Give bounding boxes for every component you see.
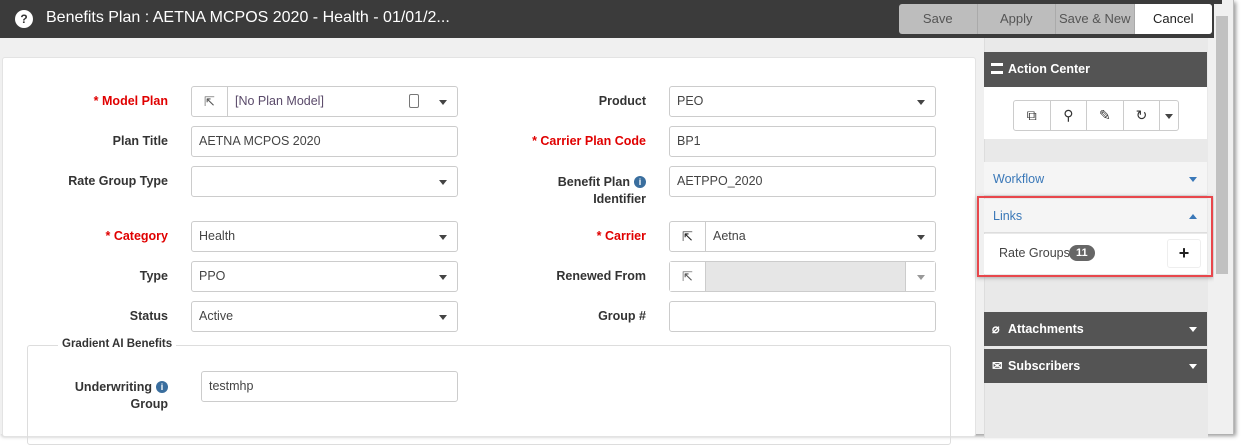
highlight-box	[977, 196, 1213, 277]
value: Aetna	[713, 229, 746, 243]
refresh-link-icon[interactable]: ⇱	[192, 87, 228, 116]
chevron-down-icon[interactable]	[917, 275, 925, 280]
carrier-label: * Carrier	[486, 229, 646, 243]
label-text: Category	[113, 229, 168, 243]
group-number-input[interactable]	[669, 301, 936, 332]
window-title: Benefits Plan : AETNA MCPOS 2020 - Healt…	[46, 9, 450, 26]
links-label: Links	[993, 209, 1023, 223]
save-new-button[interactable]: Save & New	[1056, 4, 1135, 34]
subscribers-section[interactable]: ✉ Subscribers	[984, 349, 1207, 383]
carrier-plan-code-label: * Carrier Plan Code	[486, 134, 646, 148]
more-dropdown[interactable]	[1160, 101, 1178, 130]
category-select[interactable]: Health	[191, 221, 458, 252]
model-plan-select[interactable]: ⇱ [No Plan Model]	[191, 86, 458, 117]
chevron-down-icon[interactable]	[1189, 177, 1197, 182]
carrier-plan-code-input[interactable]: BP1	[669, 126, 936, 157]
envelope-icon: ✉	[992, 359, 1003, 373]
required-marker: *	[105, 229, 114, 243]
underwriting-group-input[interactable]: testmhp	[201, 371, 458, 402]
server-icon	[991, 63, 1003, 74]
renewed-from-label: Renewed From	[556, 269, 646, 283]
plan-title-label: Plan Title	[112, 134, 168, 148]
chevron-up-icon[interactable]	[1189, 214, 1197, 219]
external-link-icon[interactable]: ⧉	[1014, 101, 1051, 130]
label-text: Carrier	[605, 229, 646, 243]
chevron-down-icon[interactable]	[1189, 327, 1197, 332]
product-label: Product	[598, 94, 646, 108]
rate-groups-link[interactable]: Rate Groups 11 +	[984, 234, 1207, 274]
status-select[interactable]: Active	[191, 301, 458, 332]
action-center-title: Action Center	[1008, 62, 1090, 76]
type-label: Type	[139, 269, 168, 283]
subscribers-label: Subscribers	[1008, 359, 1081, 373]
attachments-section[interactable]: ⌀ Attachments	[984, 312, 1207, 346]
plan-title-input[interactable]: AETNA MCPOS 2020	[191, 126, 458, 157]
value: PEO	[677, 94, 704, 108]
label-line1: Underwriting	[74, 380, 152, 394]
info-icon[interactable]: i	[634, 176, 646, 188]
value: PPO	[199, 269, 226, 283]
paperclip-icon: ⌀	[992, 322, 1000, 336]
label-text: Carrier Plan Code	[540, 134, 646, 148]
refresh-link-icon[interactable]: ⇱	[670, 262, 706, 291]
document-icon[interactable]	[409, 94, 419, 108]
workflow-label: Workflow	[993, 172, 1045, 186]
save-button[interactable]: Save	[899, 4, 978, 34]
model-plan-value: [No Plan Model]	[235, 94, 324, 108]
label-line2: Identifier	[593, 192, 646, 206]
help-icon[interactable]: ?	[15, 10, 33, 28]
required-marker: *	[596, 229, 605, 243]
chevron-down-icon[interactable]	[439, 100, 447, 105]
action-buttons: Save Apply Save & New Cancel	[899, 4, 1212, 34]
type-select[interactable]: PPO	[191, 261, 458, 292]
label-line1: Benefit Plan	[557, 175, 630, 189]
carrier-select[interactable]: ⇱ Aetna	[669, 221, 936, 252]
scrollbar-thumb[interactable]	[1216, 16, 1228, 274]
group-number-label: Group #	[598, 309, 646, 323]
rate-groups-label[interactable]: Rate Groups	[999, 246, 1070, 260]
value: Health	[199, 229, 236, 243]
required-marker: *	[93, 94, 103, 108]
refresh-icon[interactable]: ↻	[1124, 101, 1161, 130]
action-center-header: Action Center	[984, 52, 1207, 87]
chevron-down-icon[interactable]	[439, 275, 447, 280]
benefit-plan-identifier-input[interactable]: AETPPO_2020	[669, 166, 936, 197]
chevron-down-icon[interactable]	[439, 235, 447, 240]
label-line2: Group	[130, 397, 169, 411]
chevron-down-icon[interactable]	[439, 315, 447, 320]
required-marker: *	[532, 134, 541, 148]
label-text: Model Plan	[102, 94, 168, 108]
refresh-link-icon[interactable]: ⇱	[670, 222, 706, 251]
underwriting-group-label: Underwriting i Group	[8, 379, 168, 413]
model-plan-label: * Model Plan	[8, 94, 168, 108]
attachments-label: Attachments	[1008, 322, 1084, 336]
add-rate-group-button[interactable]: +	[1167, 239, 1201, 268]
rate-groups-count-badge: 11	[1069, 245, 1095, 261]
cancel-button[interactable]: Cancel	[1134, 4, 1212, 34]
rate-group-type-select[interactable]	[191, 166, 458, 197]
chevron-down-icon[interactable]	[1189, 364, 1197, 369]
benefit-plan-identifier-label: Benefit Plan i Identifier	[486, 174, 646, 208]
chevron-down-icon[interactable]	[917, 235, 925, 240]
status-label: Status	[129, 309, 168, 323]
chevron-down-icon[interactable]	[1165, 114, 1174, 119]
gradient-ai-legend: Gradient AI Benefits	[58, 338, 177, 350]
chevron-down-icon[interactable]	[439, 180, 447, 185]
product-select[interactable]: PEO	[669, 86, 936, 117]
pin-icon[interactable]: ✎	[1087, 101, 1124, 130]
action-toolbar: ⧉ ⚲ ✎ ↻	[1013, 100, 1179, 131]
apply-button[interactable]: Apply	[978, 4, 1056, 34]
search-icon[interactable]: ⚲	[1051, 101, 1088, 130]
links-section[interactable]: Links	[984, 199, 1207, 233]
renewed-from-select[interactable]: ⇱	[669, 261, 936, 292]
info-icon[interactable]: i	[156, 381, 168, 393]
category-label: * Category	[8, 229, 168, 243]
value: Active	[199, 309, 234, 323]
chevron-down-icon[interactable]	[917, 100, 925, 105]
workflow-section[interactable]: Workflow	[984, 162, 1207, 196]
rate-group-type-label: Rate Group Type	[68, 174, 168, 188]
